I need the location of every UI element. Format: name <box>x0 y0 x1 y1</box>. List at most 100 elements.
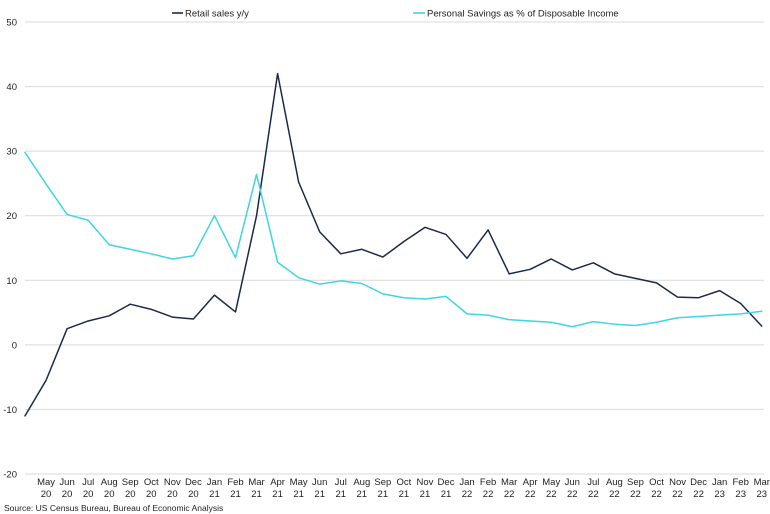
x-tick-year: 22 <box>525 489 536 500</box>
x-tick-month: Oct <box>144 477 159 488</box>
legend-label-retail-sales: Retail sales y/y <box>185 9 249 20</box>
x-tick-month: Dec <box>185 477 202 488</box>
x-tick-year: 20 <box>125 489 136 500</box>
x-tick-month: Mar <box>501 477 517 488</box>
x-tick-month: Sep <box>374 477 391 488</box>
x-tick-year: 21 <box>314 489 325 500</box>
x-tick-year: 22 <box>567 489 578 500</box>
x-tick-year: 21 <box>230 489 241 500</box>
x-tick-year: 22 <box>609 489 620 500</box>
x-tick-month: Feb <box>227 477 243 488</box>
x-tick-year: 22 <box>483 489 494 500</box>
x-tick-year: 20 <box>104 489 115 500</box>
x-tick-month: Jul <box>82 477 94 488</box>
x-tick-month: Apr <box>523 477 538 488</box>
y-tick-label: 10 <box>6 276 17 287</box>
x-tick-year: 20 <box>188 489 199 500</box>
x-tick-year: 22 <box>630 489 641 500</box>
x-tick-year: 21 <box>357 489 368 500</box>
y-tick-label: -20 <box>3 470 17 481</box>
x-tick-year: 21 <box>335 489 346 500</box>
x-tick-year: 22 <box>462 489 473 500</box>
x-tick-year: 21 <box>420 489 431 500</box>
x-tick-month: Nov <box>669 477 686 488</box>
x-tick-month: Feb <box>480 477 496 488</box>
x-tick-month: Jun <box>312 477 327 488</box>
x-tick-year: 23 <box>735 489 746 500</box>
legend: Retail sales y/y Personal Savings as % o… <box>172 9 619 20</box>
x-tick-year: 22 <box>546 489 557 500</box>
x-tick-year: 21 <box>441 489 452 500</box>
x-tick-year: 20 <box>146 489 157 500</box>
x-tick-month: Jan <box>207 477 222 488</box>
x-tick-year: 20 <box>167 489 178 500</box>
x-tick-year: 22 <box>504 489 515 500</box>
x-tick-month: Feb <box>733 477 749 488</box>
x-tick-month: Jun <box>565 477 580 488</box>
x-tick-month: Sep <box>122 477 139 488</box>
y-tick-label: 40 <box>6 82 17 93</box>
x-tick-month: May <box>37 477 55 488</box>
source-note: Source: US Census Bureau, Bureau of Econ… <box>4 503 223 513</box>
x-tick-year: 22 <box>693 489 704 500</box>
x-tick-year: 22 <box>588 489 599 500</box>
y-tick-label: 50 <box>6 18 17 29</box>
y-tick-label: -10 <box>3 405 17 416</box>
series-line-personal-savings <box>24 151 763 328</box>
x-tick-year: 23 <box>756 489 767 500</box>
legend-item-retail-sales: Retail sales y/y <box>172 9 249 20</box>
x-tick-month: Jan <box>459 477 474 488</box>
x-tick-month: Jan <box>712 477 727 488</box>
x-tick-month: Oct <box>397 477 412 488</box>
x-tick-year: 20 <box>83 489 94 500</box>
x-tick-year: 21 <box>293 489 304 500</box>
x-tick-month: Nov <box>164 477 181 488</box>
y-tick-label: 0 <box>12 340 17 351</box>
x-tick-year: 21 <box>209 489 220 500</box>
x-tick-month: Aug <box>606 477 623 488</box>
x-tick-month: Oct <box>649 477 664 488</box>
x-tick-year: 21 <box>378 489 389 500</box>
x-axis-tick-labels: May20Jun20Jul20Aug20Sep20Oct20Nov20Dec20… <box>37 477 770 500</box>
gridlines <box>25 21 764 475</box>
legend-item-personal-savings: Personal Savings as % of Disposable Inco… <box>413 9 619 20</box>
legend-label-personal-savings: Personal Savings as % of Disposable Inco… <box>427 9 619 20</box>
x-tick-month: Mar <box>248 477 264 488</box>
y-tick-label: 30 <box>6 147 17 158</box>
x-tick-month: Jul <box>587 477 599 488</box>
y-axis-tick-labels: -20 -10 0 10 20 30 40 50 <box>3 18 17 481</box>
x-tick-month: Jun <box>59 477 74 488</box>
x-tick-month: May <box>290 477 308 488</box>
series-lines <box>24 72 763 417</box>
x-tick-month: Aug <box>353 477 370 488</box>
x-tick-year: 23 <box>714 489 725 500</box>
x-tick-month: Sep <box>627 477 644 488</box>
